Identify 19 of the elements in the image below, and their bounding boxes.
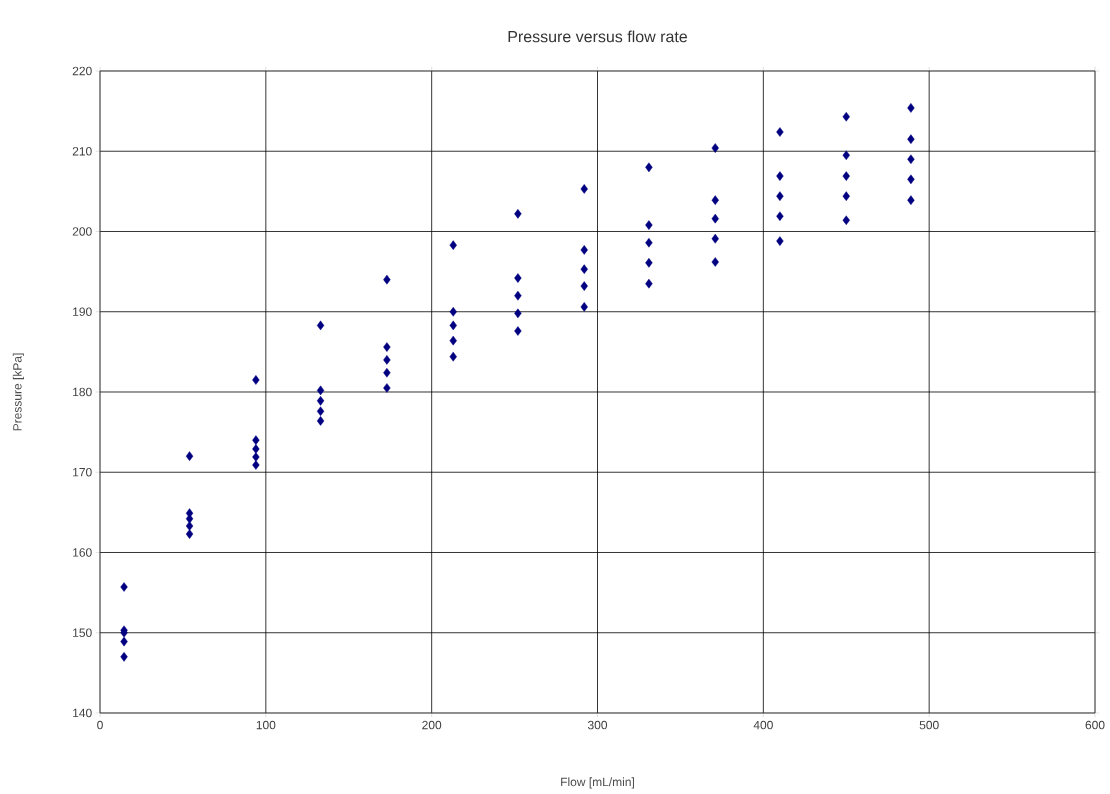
y-tick-label: 170 bbox=[73, 468, 92, 477]
y-tick-label: 220 bbox=[72, 66, 92, 76]
x-tick-label: 600 bbox=[1085, 720, 1105, 730]
y-tick-label: 150 bbox=[73, 628, 92, 637]
x-axis-title: Flow [mL/min] bbox=[561, 777, 634, 789]
x-tick-label: 0 bbox=[97, 720, 103, 730]
y-tick-label: 200 bbox=[72, 227, 92, 236]
y-tick-label: 190 bbox=[73, 307, 92, 316]
x-tick-label: 500 bbox=[919, 720, 939, 730]
y-tick-label: 180 bbox=[73, 387, 92, 397]
y-tick-label: 210 bbox=[72, 147, 92, 156]
y-tick-label: 140 bbox=[73, 708, 92, 718]
x-tick-label: 100 bbox=[256, 720, 276, 730]
x-tick-label: 200 bbox=[422, 720, 442, 730]
x-tick-label: 300 bbox=[587, 720, 608, 730]
chart-title: Pressure versus flow rate bbox=[508, 30, 688, 43]
x-tick-label: 400 bbox=[753, 720, 773, 730]
y-axis-title: Pressure [kPa] bbox=[12, 353, 25, 431]
y-tick-label: 160 bbox=[73, 548, 92, 557]
